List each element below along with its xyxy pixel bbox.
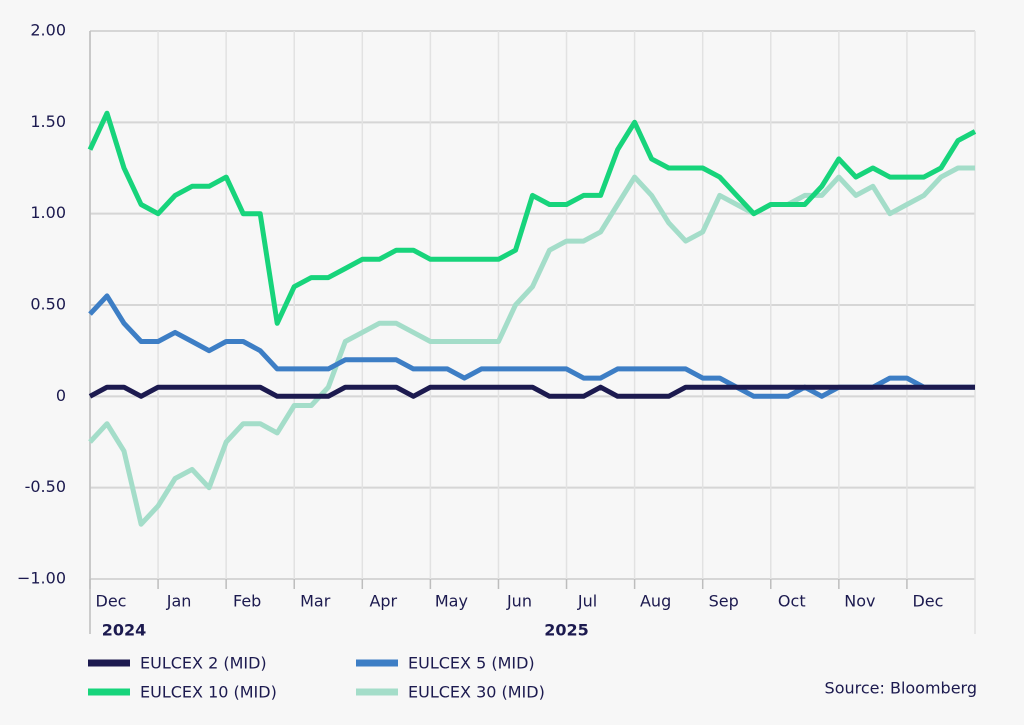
series-line (87, 110, 977, 326)
x-tick-label: Apr (369, 592, 397, 611)
y-tick-label: -0.50 (25, 477, 66, 496)
source-note: Source: Bloomberg (825, 679, 977, 698)
legend-label: EULCEX 10 (MID) (140, 683, 277, 702)
year-label: 2025 (544, 621, 589, 640)
legend-label: EULCEX 30 (MID) (408, 683, 545, 702)
x-tick-label: May (435, 592, 468, 611)
legend-label: EULCEX 2 (MID) (140, 654, 267, 673)
series-line (88, 384, 975, 399)
x-tick-label: Feb (233, 592, 261, 611)
y-tick-label: 0 (56, 386, 66, 405)
x-tick-label: Sep (709, 592, 739, 611)
y-tick-label: −1.00 (17, 569, 66, 588)
x-tick-label: Jun (506, 592, 532, 611)
y-tick-label: 1.50 (30, 112, 66, 131)
x-tick-label: Dec (912, 592, 943, 611)
x-tick-label: Jul (577, 592, 597, 611)
x-tick-label: Jan (166, 592, 192, 611)
y-tick-label: 0.50 (30, 295, 66, 314)
x-tick-label: Aug (640, 592, 671, 611)
legend-label: EULCEX 5 (MID) (408, 654, 535, 673)
series-line (88, 165, 975, 527)
series-line (88, 293, 975, 399)
y-tick-label: 1.00 (30, 203, 66, 222)
x-tick-label: Mar (300, 592, 331, 611)
y-tick-label: 2.00 (30, 21, 66, 40)
year-label: 2024 (102, 621, 147, 640)
x-tick-label: Nov (844, 592, 875, 611)
x-tick-label: Dec (96, 592, 127, 611)
x-tick-label: Oct (778, 592, 806, 611)
